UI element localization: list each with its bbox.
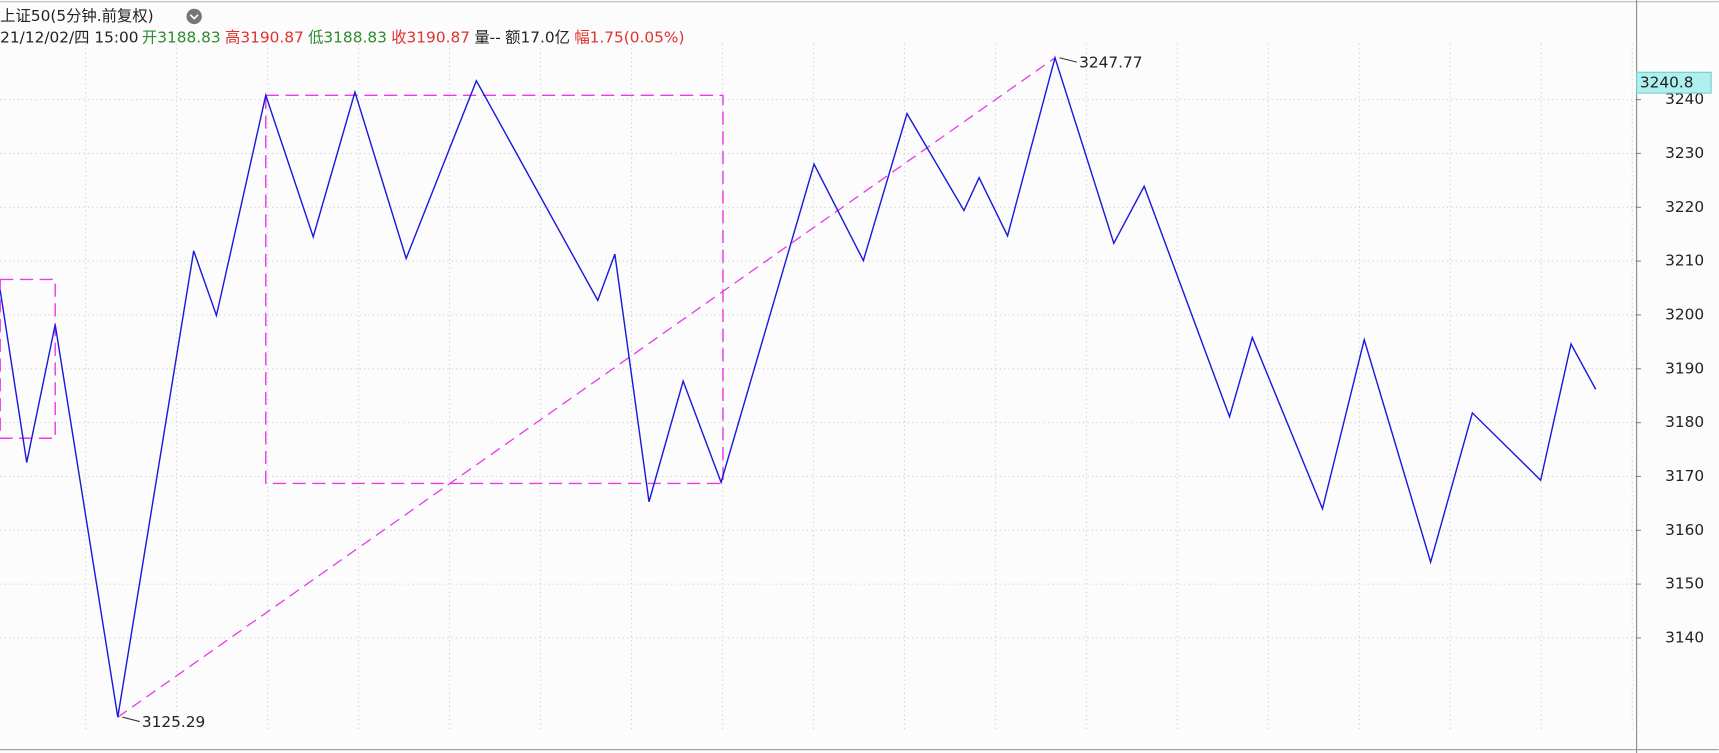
field-label: 开 <box>142 28 157 46</box>
y-tick-label: 3190 <box>1665 359 1704 377</box>
extreme-label: 3247.77 <box>1079 54 1142 72</box>
range-box <box>265 94 724 485</box>
y-tick-label: 3170 <box>1665 467 1704 485</box>
field-label: 收 <box>391 28 406 46</box>
field-label: 额 <box>505 28 520 46</box>
field-label: 低 <box>308 28 323 46</box>
field-label: 幅 <box>574 28 589 46</box>
chart-title: 上证50(5分钟.前复权) <box>0 7 153 25</box>
field-value: 17.0亿 <box>520 28 569 46</box>
field-value: 3190.87 <box>240 28 303 46</box>
range-box <box>0 278 56 439</box>
dropdown-icon[interactable] <box>186 8 202 25</box>
field-value: -- <box>490 28 501 46</box>
dropdown-arrow <box>189 14 199 20</box>
y-tick-label: 3180 <box>1665 413 1704 431</box>
label-pointer <box>122 716 140 723</box>
date: 21/12/02/四 15:00 <box>0 28 138 46</box>
field-label: 高 <box>225 28 240 46</box>
y-tick-label: 3230 <box>1665 144 1704 162</box>
field-value: 1.75(0.05%) <box>590 28 685 46</box>
zigzag-line <box>0 55 1597 718</box>
y-tick-label: 3210 <box>1665 252 1704 270</box>
field-value: 3188.83 <box>157 28 220 46</box>
y-tick-label: 3140 <box>1665 628 1704 646</box>
field-value: 3190.87 <box>407 28 470 46</box>
field-value: 3188.83 <box>323 28 386 46</box>
label-pointer <box>1059 57 1078 63</box>
ohlc-info: 21/12/02/四 15:00 开3188.83 高3190.87 低3188.83… <box>0 28 684 46</box>
y-tick-label: 3240 <box>1665 90 1704 108</box>
y-tick-label: 3220 <box>1665 198 1704 216</box>
y-tick-label: 3200 <box>1665 305 1704 323</box>
trend-line <box>117 57 1056 718</box>
field-label: 量 <box>474 28 489 46</box>
y-tick-label: 3150 <box>1665 575 1704 593</box>
price-tag-bg <box>1636 71 1712 94</box>
extreme-label: 3125.29 <box>142 713 205 731</box>
y-tick-label: 3160 <box>1665 521 1704 539</box>
price-tag: 3240.8 <box>1640 74 1694 92</box>
